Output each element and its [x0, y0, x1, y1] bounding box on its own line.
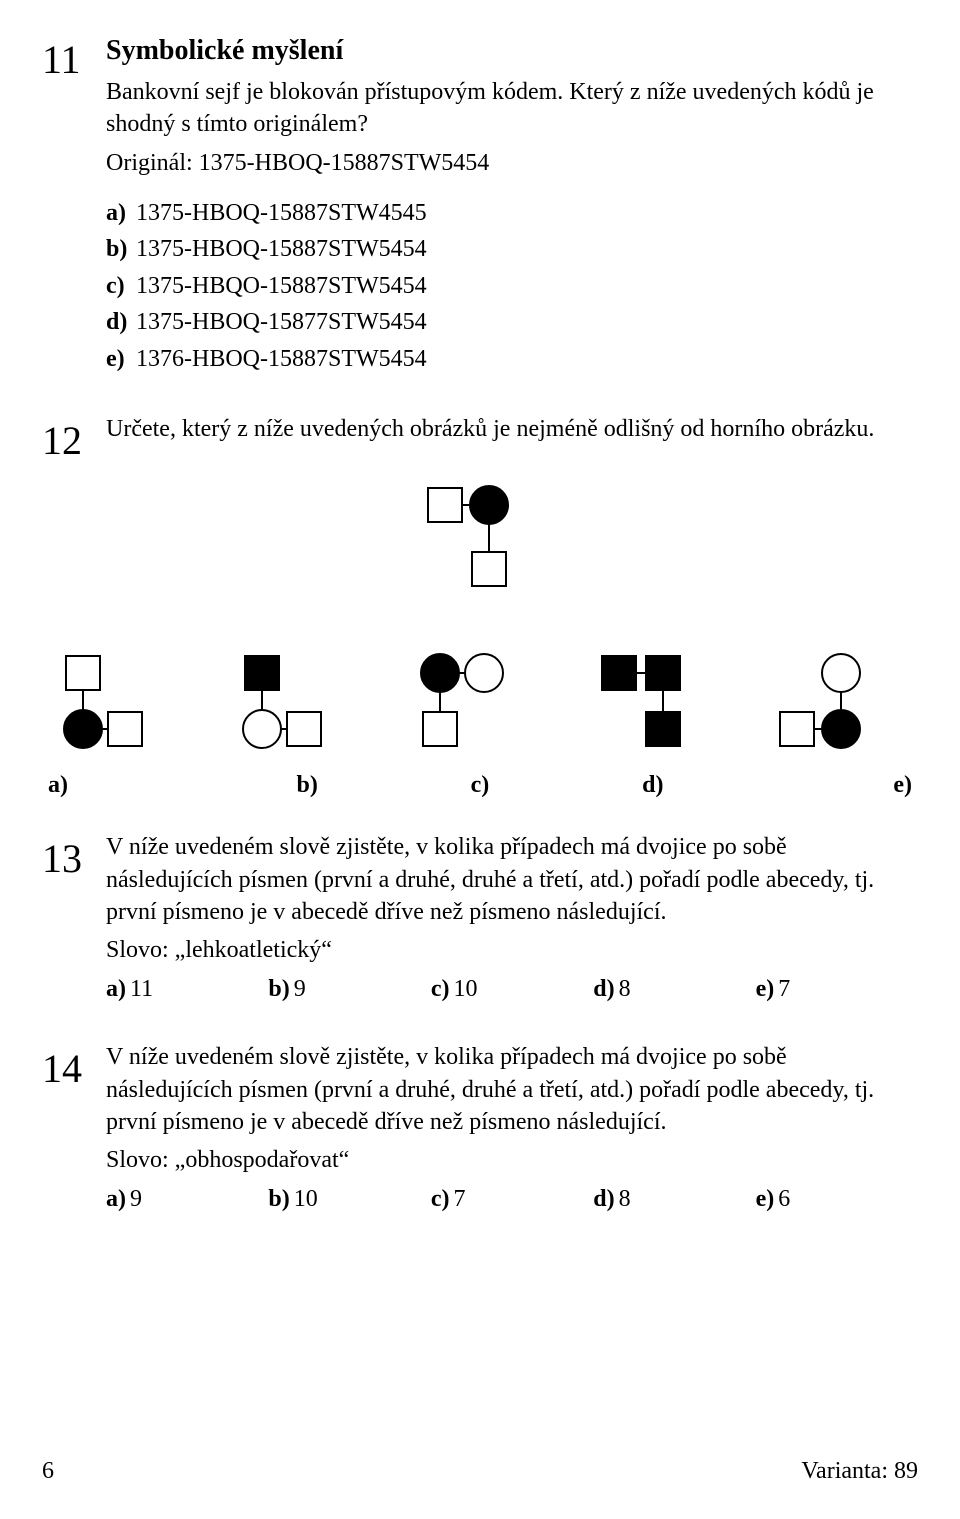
option-value: 7: [778, 976, 790, 1002]
option-label: a): [106, 1186, 126, 1212]
q14-option-d[interactable]: d)8: [593, 1183, 755, 1215]
question-number: 14: [42, 1041, 106, 1089]
option-label: a): [106, 197, 136, 229]
q13-option-b[interactable]: b)9: [268, 973, 430, 1005]
variant-label: Varianta: 89: [801, 1455, 918, 1487]
question-number: 11: [42, 32, 106, 80]
question-body: Symbolické myšlení Bankovní sejf je blok…: [106, 32, 918, 379]
option-label: c): [431, 976, 450, 1002]
q12-text: Určete, který z níže uvedených obrázků j…: [106, 413, 918, 445]
q13-text: V níže uvedeném slově zjistěte, v kolika…: [106, 831, 918, 928]
q11-option-a[interactable]: a)1375-HBOQ-15887STW4545: [106, 197, 918, 229]
q14-option-e[interactable]: e)6: [756, 1183, 918, 1215]
q12-option-c[interactable]: [405, 633, 555, 763]
option-value: 1375-HBOQ-15877STW5454: [136, 309, 427, 335]
option-label: d): [593, 1186, 614, 1212]
option-value: 11: [130, 976, 153, 1002]
option-label: d): [593, 976, 614, 1002]
q11-options: a)1375-HBOQ-15887STW4545 b)1375-HBOQ-158…: [106, 197, 918, 375]
option-label: d): [106, 306, 136, 338]
reference-diagram-icon: [410, 465, 550, 615]
q12-reference-figure: [42, 465, 918, 615]
question-body: V níže uvedeném slově zjistěte, v kolika…: [106, 1041, 918, 1215]
q13-options: a)11 b)9 c)10 d)8 e)7: [106, 973, 918, 1005]
question-number: 12: [42, 413, 106, 461]
option-value: 1375-HBQO-15887STW5454: [136, 273, 427, 299]
q12-option-figures: [42, 633, 918, 763]
q12-label-e[interactable]: e): [739, 769, 912, 801]
q12-option-a[interactable]: [48, 633, 198, 763]
q13-option-c[interactable]: c)10: [431, 973, 593, 1005]
q14-option-c[interactable]: c)7: [431, 1183, 593, 1215]
option-label: c): [431, 1186, 450, 1212]
option-value: 1376-HBOQ-15887STW5454: [136, 346, 427, 372]
option-label: c): [106, 270, 136, 302]
option-label: a): [106, 976, 126, 1002]
q11-text: Bankovní sejf je blokován přístupovým kó…: [106, 76, 918, 141]
option-diagram-e-icon: [762, 633, 912, 763]
q13-option-e[interactable]: e)7: [756, 973, 918, 1005]
option-value: 8: [619, 976, 631, 1002]
option-value: 6: [778, 1186, 790, 1212]
option-diagram-a-icon: [48, 633, 198, 763]
option-diagram-b-icon: [227, 633, 377, 763]
q14-options: a)9 b)10 c)7 d)8 e)6: [106, 1183, 918, 1215]
option-label: e): [756, 976, 775, 1002]
option-label: b): [106, 233, 136, 265]
q12-option-b[interactable]: [227, 633, 377, 763]
q14-option-b[interactable]: b)10: [268, 1183, 430, 1215]
q11-option-d[interactable]: d)1375-HBOQ-15877STW5454: [106, 306, 918, 338]
q12-label-b[interactable]: b): [221, 769, 394, 801]
page-footer: 6 Varianta: 89: [42, 1455, 918, 1487]
option-label: b): [268, 976, 289, 1002]
option-label: e): [756, 1186, 775, 1212]
option-diagram-d-icon: [584, 633, 734, 763]
question-number: 13: [42, 831, 106, 879]
question-11: 11 Symbolické myšlení Bankovní sejf je b…: [42, 32, 918, 379]
option-value: 9: [294, 976, 306, 1002]
q12-label-d[interactable]: d): [566, 769, 739, 801]
q12-label-c[interactable]: c): [394, 769, 567, 801]
page-number: 6: [42, 1455, 54, 1487]
option-diagram-c-icon: [405, 633, 555, 763]
question-14: 14 V níže uvedeném slově zjistěte, v kol…: [42, 1041, 918, 1215]
q12-option-labels: a) b) c) d) e): [42, 769, 918, 801]
q13-option-d[interactable]: d)8: [593, 973, 755, 1005]
q11-option-b[interactable]: b)1375-HBOQ-15887STW5454: [106, 233, 918, 265]
q14-option-a[interactable]: a)9: [106, 1183, 268, 1215]
q13-word: Slovo: „lehkoatletický“: [106, 934, 918, 966]
option-label: e): [106, 343, 136, 375]
question-13: 13 V níže uvedeném slově zjistěte, v kol…: [42, 831, 918, 1005]
q11-original: Originál: 1375-HBOQ-15887STW5454: [106, 147, 918, 179]
option-value: 1375-HBOQ-15887STW4545: [136, 200, 427, 226]
question-12: 12 Určete, který z níže uvedených obrázk…: [42, 413, 918, 461]
option-value: 7: [453, 1186, 465, 1212]
option-value: 10: [453, 976, 477, 1002]
q14-text: V níže uvedeném slově zjistěte, v kolika…: [106, 1041, 918, 1138]
option-value: 10: [294, 1186, 318, 1212]
q11-option-e[interactable]: e)1376-HBOQ-15887STW5454: [106, 343, 918, 375]
question-body: V níže uvedeném slově zjistěte, v kolika…: [106, 831, 918, 1005]
q13-option-a[interactable]: a)11: [106, 973, 268, 1005]
option-value: 8: [619, 1186, 631, 1212]
option-value: 9: [130, 1186, 142, 1212]
q12-option-d[interactable]: [584, 633, 734, 763]
option-label: b): [268, 1186, 289, 1212]
section-title: Symbolické myšlení: [106, 32, 918, 70]
question-body: Určete, který z níže uvedených obrázků j…: [106, 413, 918, 451]
option-value: 1375-HBOQ-15887STW5454: [136, 236, 427, 262]
q12-option-e[interactable]: [762, 633, 912, 763]
q11-option-c[interactable]: c)1375-HBQO-15887STW5454: [106, 270, 918, 302]
q14-word: Slovo: „obhospodařovat“: [106, 1144, 918, 1176]
q12-label-a[interactable]: a): [48, 769, 221, 801]
